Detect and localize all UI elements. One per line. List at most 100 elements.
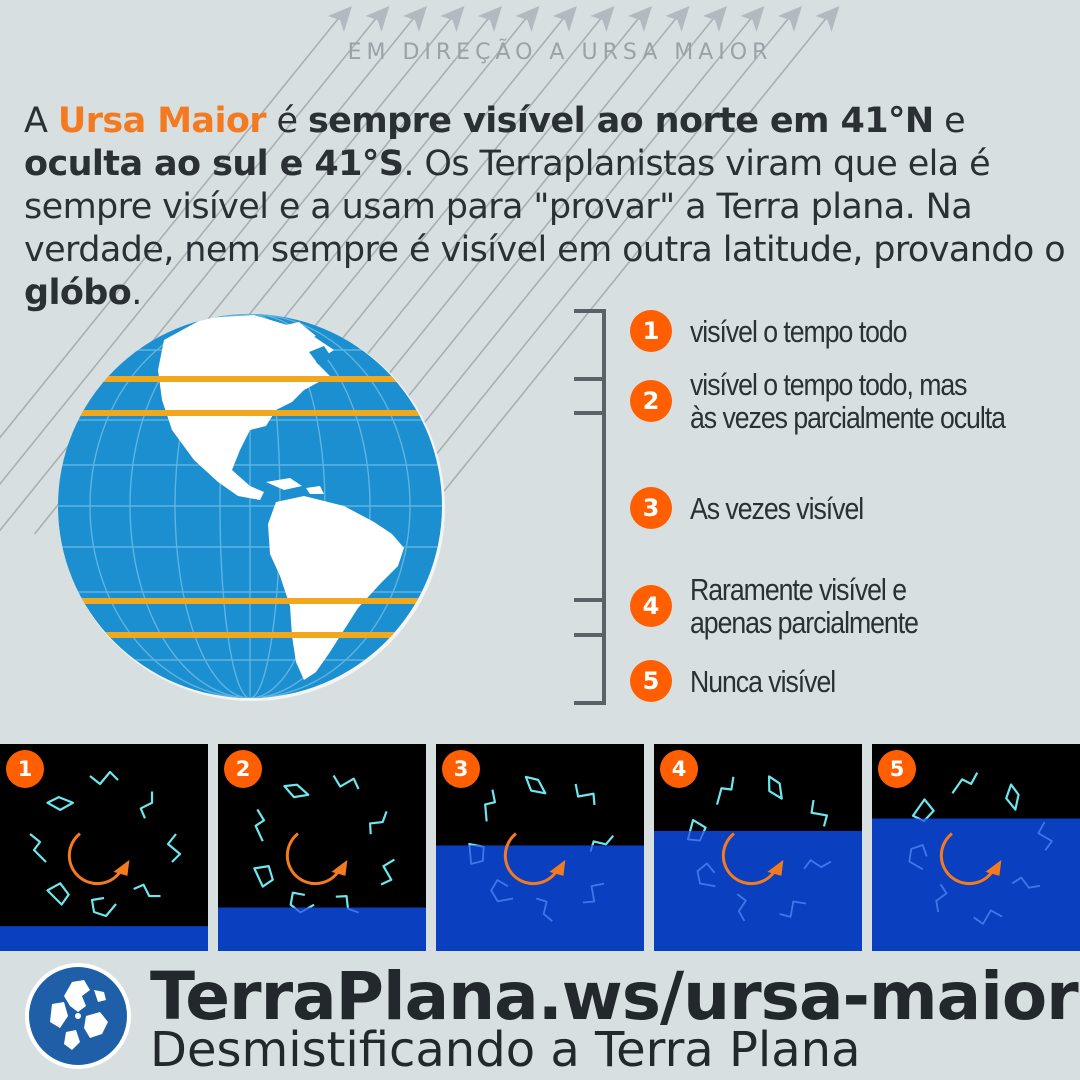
legend-label: Nunca visível	[690, 663, 836, 699]
horizon-ground	[436, 845, 644, 951]
dipper-star-pattern	[30, 834, 46, 862]
intro-paragraph: A Ursa Maior é sempre visível ao norte e…	[24, 101, 1066, 313]
latitude-bracket	[574, 309, 606, 705]
dipper-star-pattern	[1005, 783, 1020, 811]
dipper-star-pattern	[380, 858, 395, 886]
rotation-arrowhead	[985, 859, 1002, 876]
dipper-star-pattern	[536, 897, 553, 922]
dipper-star-pattern	[574, 783, 596, 806]
ray-arrowhead	[403, 6, 427, 32]
dipper-star-pattern	[686, 818, 707, 831]
dipper-star-pattern	[973, 909, 1003, 925]
ray-arrowhead	[628, 6, 652, 32]
dipper-star-pattern	[474, 790, 504, 822]
rotation-arrow	[721, 832, 777, 886]
sky-ray	[0, 13, 381, 486]
footer-subtitle: Desmistificando a Terra Plana	[150, 1022, 861, 1078]
dipper-star-pattern	[253, 865, 274, 888]
panel-badge: 2	[224, 750, 262, 788]
dipper-star-pattern	[908, 844, 928, 871]
direction-label: EM DIREÇÃO A URSA MAIOR	[347, 40, 773, 65]
ray-arrowhead	[328, 6, 352, 32]
dipper-star-pattern	[46, 882, 70, 906]
rotation-arrow	[939, 832, 995, 886]
horizon-ground	[0, 926, 208, 951]
dipper-star-pattern	[139, 791, 154, 819]
rotation-arrowhead	[113, 859, 130, 876]
dipper-star-pattern	[696, 862, 716, 888]
horizon-ground	[218, 907, 426, 951]
legend-label: visível o tempo todo, mas às vezes parcia…	[690, 367, 1006, 435]
legend-badge: 4	[630, 585, 672, 627]
dipper-star-pattern	[1037, 821, 1053, 851]
rotation-arrowhead	[549, 859, 566, 876]
dipper-star-pattern	[133, 883, 161, 898]
dipper-star-pattern	[911, 798, 935, 819]
ray-arrowhead	[590, 6, 615, 32]
dipper-star-pattern	[468, 845, 485, 865]
legend-label: Raramente visível e apenas parcialmente	[690, 572, 919, 640]
ray-arrowhead	[553, 6, 577, 32]
legend-badge: 1	[630, 310, 672, 352]
dipper-star-pattern	[335, 895, 359, 908]
ray-arrowhead	[440, 6, 465, 32]
dipper-star-pattern	[46, 796, 75, 811]
dipper-star-pattern	[47, 790, 72, 815]
dipper-star-pattern	[89, 770, 119, 786]
dipper-star-pattern	[90, 896, 117, 918]
sky-panel-1: 1	[0, 744, 208, 951]
legend-label: As vezes visível	[690, 490, 864, 526]
ray-arrowhead	[815, 6, 840, 32]
legend-badge: 5	[630, 660, 672, 702]
dipper-star-pattern	[335, 907, 359, 914]
rotation-arrowhead	[331, 859, 348, 876]
sky-panel-2: 2	[218, 744, 426, 951]
panel-badge: 1	[6, 750, 44, 788]
sky-ray	[408, 13, 831, 535]
flat-earth-logo-icon	[25, 963, 131, 1069]
legend-item-4: 4 Raramente visível e apenas parcialmente	[630, 573, 955, 639]
dipper-star-pattern	[709, 777, 741, 805]
legend-item-3: 3 As vezes visível	[630, 486, 891, 530]
dipper-star-pattern	[1011, 876, 1041, 889]
legend-item-5: 5 Nunca visível	[630, 659, 859, 703]
panel-badge: 5	[878, 750, 916, 788]
globe-americas-icon	[58, 314, 445, 701]
sky-panel-3: 3	[436, 744, 644, 951]
dipper-star-pattern	[484, 789, 497, 822]
dipper-star-pattern	[935, 883, 948, 913]
dipper-star-pattern	[332, 775, 360, 790]
dipper-star-pattern	[912, 818, 935, 822]
ursa-maior-highlight: Ursa Maior	[57, 101, 267, 141]
dipper-star-pattern	[29, 833, 47, 863]
dipper-star-pattern	[582, 882, 605, 904]
dipper-star-pattern	[166, 833, 182, 863]
ray-arrowhead	[665, 6, 690, 32]
ray-arrowhead	[478, 6, 502, 32]
legend-badge: 3	[630, 487, 672, 529]
dipper-star-pattern	[254, 808, 266, 842]
sky-ray	[0, 13, 343, 439]
ray-arrowhead	[703, 6, 727, 32]
sky-rays	[0, 6, 840, 535]
dipper-star-pattern	[736, 893, 747, 922]
panel-badge: 4	[660, 750, 698, 788]
ray-arrowhead	[740, 6, 765, 32]
ray-arrowhead	[365, 6, 390, 32]
dipper-star-pattern	[589, 834, 615, 846]
horizon-ground	[872, 818, 1080, 951]
legend-badge: 2	[630, 380, 672, 422]
legend-item-1: 1 visível o tempo todo	[630, 309, 942, 353]
dipper-star-pattern	[810, 799, 829, 827]
sky-ray	[0, 13, 418, 532]
legend-item-2: 2 visível o tempo todo, mas às vezes parc…	[630, 368, 1056, 434]
dipper-star-pattern	[951, 772, 979, 794]
dipper-star-pattern	[369, 811, 388, 835]
dipper-star-pattern	[524, 775, 547, 795]
dipper-star-pattern	[490, 879, 514, 903]
dipper-star-pattern	[803, 859, 832, 870]
ray-arrowhead	[515, 6, 540, 32]
sky-panel-4: 4	[654, 744, 862, 951]
sky-panel-5: 5	[872, 744, 1080, 951]
legend-label: visível o tempo todo	[690, 313, 907, 349]
